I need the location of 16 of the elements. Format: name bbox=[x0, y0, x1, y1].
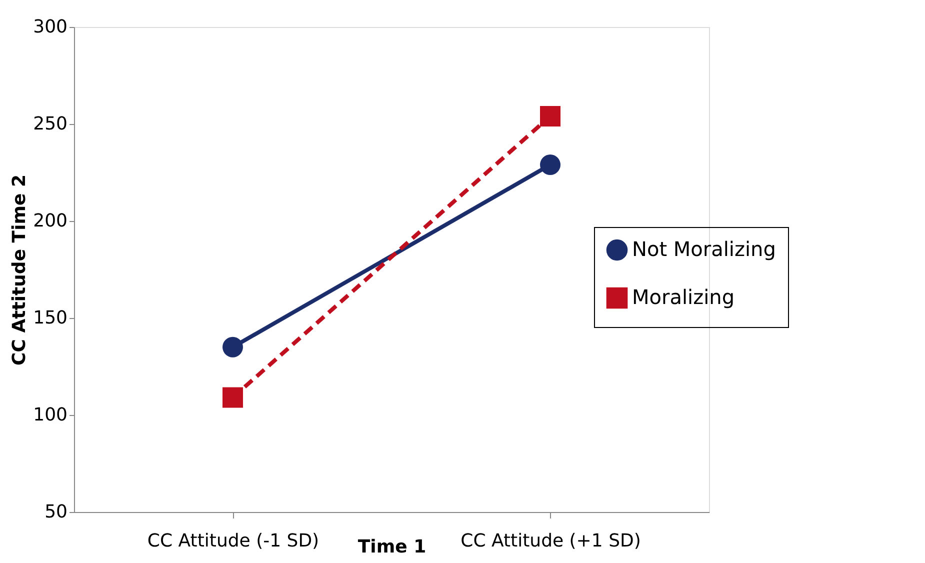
y-axis-title: CC Attitude Time 2 bbox=[9, 174, 30, 366]
legend-label: Not Moralizing bbox=[632, 237, 776, 261]
x-axis-title: Time 1 bbox=[358, 536, 426, 558]
y-tick-label: 50 bbox=[44, 502, 68, 522]
y-tick-label: 100 bbox=[33, 404, 68, 426]
y-tick-label: 250 bbox=[33, 114, 68, 134]
point bbox=[540, 154, 560, 175]
point bbox=[222, 336, 243, 358]
point bbox=[540, 106, 560, 126]
x-tick-label: CC Attitude (+1 SD) bbox=[460, 530, 641, 552]
legend-label: Moralizing bbox=[632, 285, 735, 309]
y-tick-label: 300 bbox=[33, 16, 68, 38]
y-tick-label: 200 bbox=[33, 210, 68, 232]
point bbox=[222, 387, 243, 408]
y-tick-label: 150 bbox=[33, 308, 68, 328]
x-tick-label: CC Attitude (-1 SD) bbox=[147, 530, 320, 552]
